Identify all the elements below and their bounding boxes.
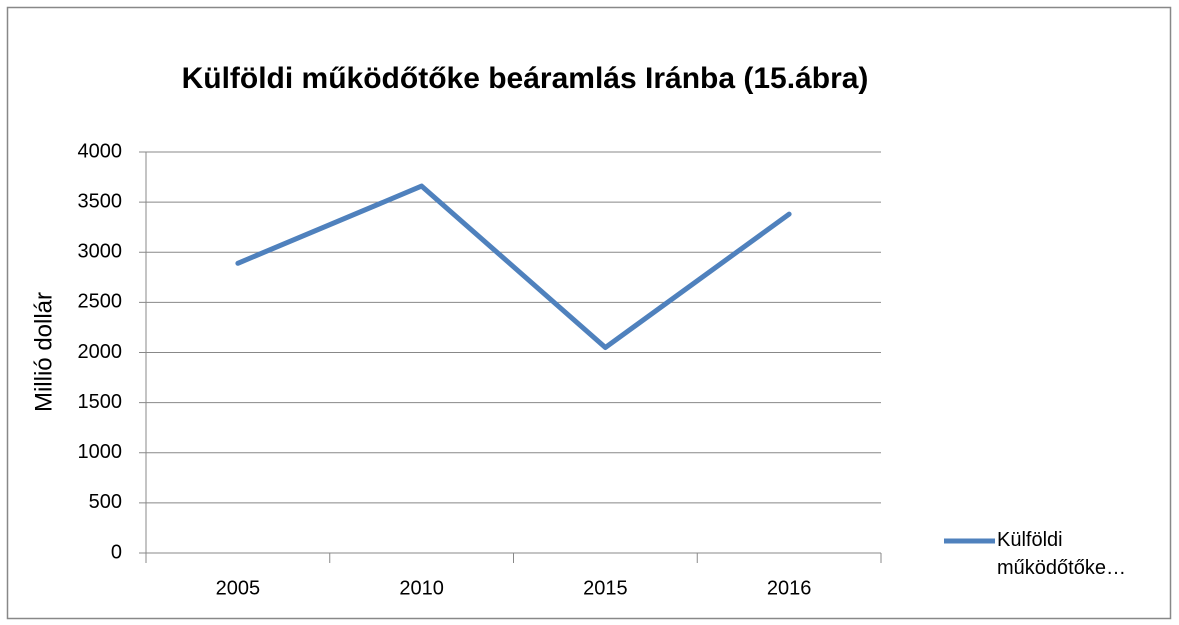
y-axis-label: Millió dollár — [30, 292, 57, 412]
x-tick-label: 2016 — [767, 577, 812, 599]
y-tick-label: 3500 — [78, 190, 123, 212]
legend-label: Külföldi működőtőke… — [997, 529, 1126, 579]
chart-title: Külföldi működőtőke beáramlás Iránba (15… — [182, 62, 869, 95]
chart-border — [6, 6, 1172, 620]
y-tick-label: 1000 — [78, 441, 123, 463]
x-tick-label: 2005 — [216, 577, 261, 599]
y-tick-label: 500 — [89, 491, 122, 513]
y-tick-label: 4000 — [78, 140, 123, 162]
y-tick-label: 1500 — [78, 391, 123, 413]
data-line — [235, 183, 792, 350]
x-tick-label: 2010 — [399, 577, 444, 599]
y-tick-label: 2500 — [78, 291, 123, 313]
x-tick-label: 2015 — [583, 577, 628, 599]
y-tick-label: 2000 — [78, 341, 123, 363]
y-tick-label: 0 — [111, 541, 122, 563]
y-tick-label: 3000 — [78, 241, 123, 263]
